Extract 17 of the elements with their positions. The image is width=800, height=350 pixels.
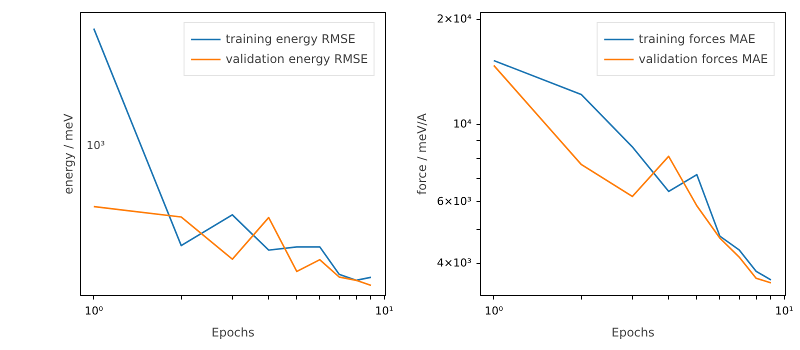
y-tick-label: 10⁴ (453, 118, 472, 131)
x-tick-label: 10¹ (375, 304, 394, 318)
legend-label: training energy RMSE (226, 32, 356, 46)
legend-label: validation forces MAE (638, 52, 768, 66)
y-axis-title: force / meV/A (414, 112, 429, 195)
legend-label: validation energy RMSE (226, 52, 368, 66)
x-axis-title: Epochs (612, 326, 654, 340)
y-axis-title: energy / meV (62, 112, 76, 194)
annotation: 10³ (86, 139, 105, 152)
legend-label: training forces MAE (638, 32, 756, 46)
x-tick-label: 10¹ (775, 304, 794, 318)
y-tick-label: 6×10³ (436, 195, 472, 208)
x-axis-title: Epochs (212, 326, 254, 340)
y-tick-label: 2×10⁴ (436, 12, 472, 26)
x-tick-label: 10⁰ (84, 304, 104, 318)
y-tick-label: 4×10³ (436, 256, 472, 270)
x-tick-label: 10⁰ (484, 304, 504, 318)
